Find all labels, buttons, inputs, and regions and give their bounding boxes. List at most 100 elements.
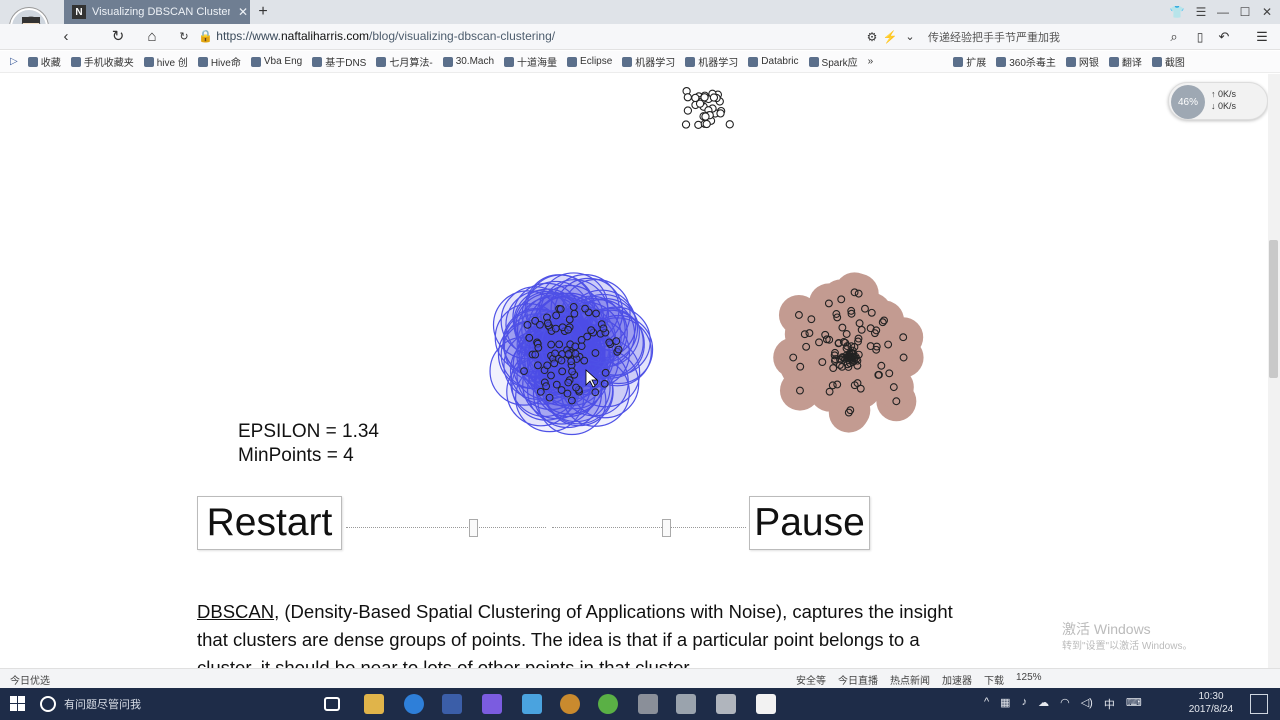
bookmark-icon	[748, 56, 759, 67]
data-point	[695, 99, 705, 108]
app-icon[interactable]	[756, 694, 776, 714]
status-item[interactable]: 安全等	[796, 676, 826, 687]
bookmark-item[interactable]: 机器学习	[685, 54, 738, 69]
extension-item[interactable]: 截图	[1151, 54, 1185, 69]
browser-tab-active[interactable]: N Visualizing DBSCAN Clusterin ✕	[64, 0, 250, 24]
undo-icon[interactable]: ↶	[1218, 29, 1230, 44]
dbscan-link[interactable]: DBSCAN	[197, 601, 275, 622]
app-icon[interactable]	[560, 694, 580, 714]
scrollbar-thumb[interactable]	[1269, 240, 1278, 378]
bookmark-item[interactable]: 十道海量	[504, 54, 557, 69]
extension-item[interactable]: 翻译	[1108, 54, 1142, 69]
wifi-icon[interactable]: ◠	[1060, 697, 1070, 709]
bookmark-item[interactable]: 机器学习	[622, 54, 675, 69]
data-point	[872, 342, 881, 351]
reload-small-icon[interactable]: ↻	[179, 31, 189, 43]
speaker-icon[interactable]: ◁)	[1080, 697, 1093, 709]
data-point	[531, 350, 540, 359]
status-item[interactable]: 热点新闻	[890, 676, 930, 687]
search-input[interactable]: 传递经验把手手节严重加我	[928, 32, 1060, 44]
visual-studio-icon[interactable]	[482, 694, 502, 714]
windows-start-icon[interactable]	[10, 696, 26, 712]
data-point	[542, 382, 550, 391]
app-icon[interactable]	[676, 694, 696, 714]
extension-item[interactable]: 网银	[1065, 54, 1099, 69]
zoom-level[interactable]: 125%	[1016, 672, 1042, 683]
taskbar-clock[interactable]: 10:30 2017/8/24	[1186, 690, 1236, 716]
more-menu-icon[interactable]: ☰	[1256, 29, 1268, 44]
url-path: /blog/visualizing-dbscan-clustering/	[369, 29, 556, 43]
url-field[interactable]: 🔒 https://www.naftaliharris.com/blog/vis…	[198, 29, 758, 45]
task-view-icon[interactable]	[324, 697, 340, 711]
bookmark-item[interactable]: Eclipse	[567, 56, 612, 67]
epsilon-slider-handle[interactable]	[469, 519, 478, 537]
tray-chevron-icon[interactable]: ^	[984, 696, 990, 708]
new-tab-button[interactable]: +	[258, 3, 268, 20]
bookmark-item[interactable]: Spark应	[808, 54, 858, 69]
data-point	[821, 330, 830, 339]
reader-icon[interactable]: ▯	[1196, 30, 1204, 44]
daily-picks-link[interactable]: 今日优选	[10, 676, 50, 687]
bookmark-item[interactable]: 手机收藏夹	[70, 54, 134, 69]
data-point	[843, 342, 852, 351]
notification-center-icon[interactable]	[1250, 694, 1268, 714]
status-item[interactable]: 加速器	[942, 676, 972, 687]
close-window-button[interactable]: ✕	[1261, 5, 1273, 19]
edge-icon[interactable]	[404, 694, 424, 714]
data-point	[555, 340, 564, 349]
bookmark-item[interactable]: 基于DNS	[312, 54, 366, 69]
app-icon[interactable]	[638, 694, 658, 714]
volume-icon[interactable]: ♪	[1021, 696, 1028, 708]
data-point	[850, 343, 859, 351]
ime-indicator[interactable]: 中	[1103, 699, 1115, 711]
search-icon[interactable]: ⌕	[1170, 29, 1178, 44]
extension-item[interactable]: 扩展	[953, 54, 986, 69]
net-speed-widget[interactable]: 46% ↑ 0K/s ↓ 0K/s	[1168, 82, 1268, 120]
lightning-icon[interactable]: ⚡	[882, 30, 898, 44]
restart-button[interactable]: Restart	[197, 496, 342, 550]
bookmarks-more-icon[interactable]: »	[867, 56, 874, 67]
chevron-down-icon[interactable]: ⌄	[905, 31, 915, 43]
bookmark-item[interactable]: 收藏	[27, 54, 61, 69]
pause-button[interactable]: Pause	[749, 496, 870, 550]
minpoints-slider-handle[interactable]	[662, 519, 671, 537]
refresh-icon[interactable]: ↻	[111, 28, 125, 45]
tab-close-icon[interactable]: ✕	[237, 5, 249, 19]
bookmark-item[interactable]: 30.Mach	[442, 56, 494, 67]
data-point	[844, 363, 853, 371]
system-tray: ^ ▦ ♪ ☁ ◠ ◁) 中 ⌨	[984, 696, 1142, 712]
cloud-icon[interactable]: ☁	[1038, 697, 1050, 709]
file-explorer-icon[interactable]	[364, 694, 384, 714]
app-icon[interactable]	[716, 694, 736, 714]
keyboard-icon[interactable]: ⌨	[1125, 697, 1142, 709]
bookmark-item[interactable]: Vba Eng	[250, 56, 302, 67]
data-point	[866, 342, 875, 351]
epsilon-value: EPSILON = 1.34	[238, 421, 379, 442]
data-point	[523, 320, 532, 329]
app-icon[interactable]	[522, 694, 542, 714]
bookmarks-collapse-icon[interactable]: ▷	[10, 56, 18, 67]
menu-icon[interactable]: ☰	[1195, 5, 1207, 19]
dbscan-visualization[interactable]	[0, 74, 1268, 494]
status-item[interactable]: 下载	[984, 676, 1004, 687]
maximize-button[interactable]: ☐	[1239, 5, 1251, 19]
bookmark-item[interactable]: Hive命	[197, 54, 241, 69]
extension-item[interactable]: 360杀毒主	[996, 54, 1056, 69]
data-point	[874, 370, 883, 379]
home-icon[interactable]: ⌂	[147, 28, 157, 45]
back-arrow-icon[interactable]: ‹	[63, 28, 69, 45]
minimize-button[interactable]: —	[1217, 5, 1229, 19]
speed-ball: 46%	[1171, 85, 1205, 119]
bookmark-item[interactable]: hive 创	[143, 54, 188, 69]
bookmark-item[interactable]: 七月算法-	[376, 54, 433, 69]
data-point	[592, 309, 600, 318]
network-icon[interactable]: ▦	[1000, 697, 1011, 709]
browser-360-icon[interactable]	[598, 694, 618, 714]
taskbar-search[interactable]: 有问题尽管问我	[40, 692, 300, 716]
store-icon[interactable]	[442, 694, 462, 714]
status-item[interactable]: 今日直播	[838, 676, 878, 687]
bookmark-item[interactable]: Databric	[748, 56, 799, 67]
shield-icon[interactable]: ⚙	[866, 30, 878, 44]
skin-icon[interactable]: 👕	[1169, 5, 1185, 19]
bookmark-icon	[197, 56, 208, 67]
